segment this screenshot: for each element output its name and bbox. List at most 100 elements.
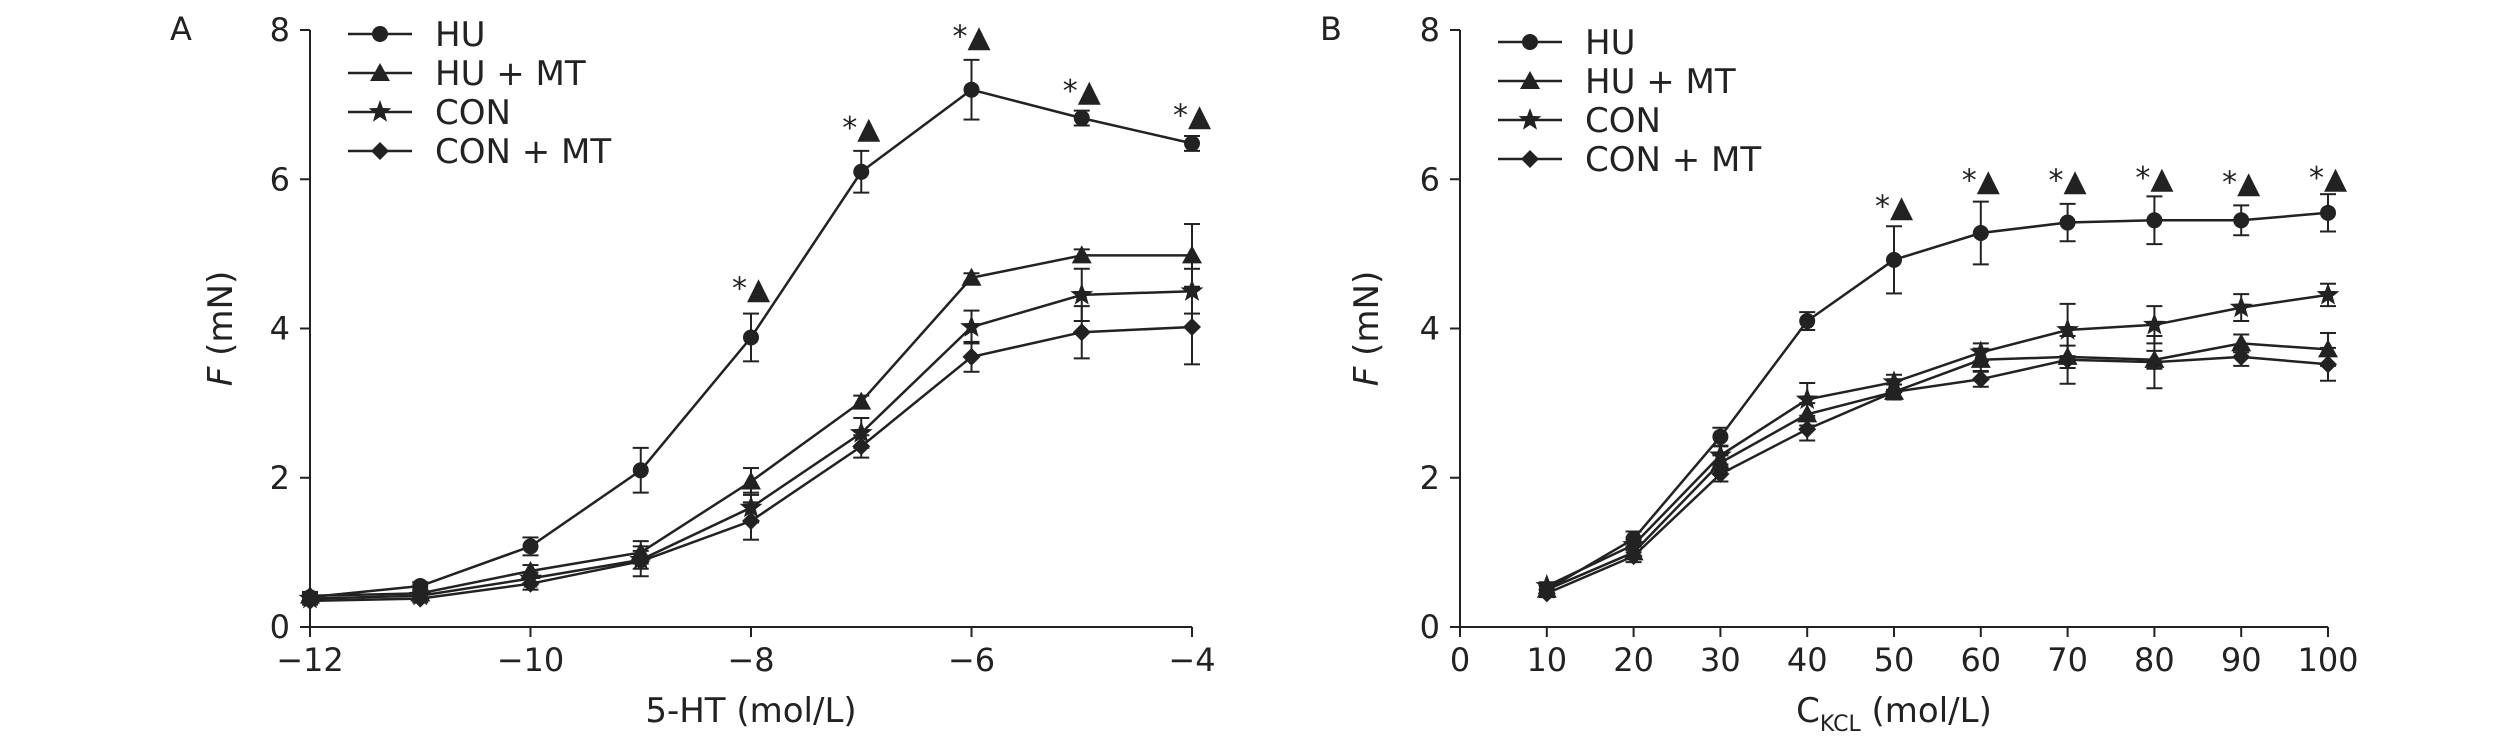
x-tick-label: 50 [1874,641,1915,679]
series-hu [1538,193,2336,598]
data-point [741,471,761,490]
data-point [1884,381,1904,400]
y-axis-title-symbol: F [201,366,241,386]
legend-label: CON + MT [1585,140,1761,180]
data-point [630,542,651,561]
data-point [2233,212,2250,229]
data-point [302,589,318,606]
y-axis-title-unit: (mN) [201,271,241,367]
data-point [849,420,873,443]
x-tick-label: −10 [497,641,565,679]
data-point [2229,295,2253,318]
significance-mark: *▲ [2222,166,2260,201]
significance-mark: *▲ [732,272,770,307]
x-tick-label: −4 [1168,641,1215,679]
legend-item-con: CON [348,93,511,133]
y-tick-label: 0 [1420,608,1440,646]
legend-item-hu-mt: HU + MT [348,54,586,94]
data-point [412,577,429,594]
x-tick-label: −6 [948,641,995,679]
data-point [1184,135,1200,152]
data-point [1970,349,1991,368]
legend-item-con-mt: CON + MT [348,132,611,172]
data-point [2057,346,2078,365]
x-axis-title: 5-HT (mol/L) [645,691,856,731]
x-tick-label: 40 [1787,641,1828,679]
x-axis-title-unit: (mol/L) [1861,691,1992,731]
legend-label: HU [1585,23,1635,63]
legend-item-con: CON [1498,101,1661,141]
x-axis-title-main: C [1796,691,1820,731]
data-point [2144,349,2165,368]
legend-item-con-mt: CON + MT [1498,140,1761,180]
data-point [2231,333,2252,352]
panel-label: B [1320,10,1342,48]
data-point [1071,245,1092,264]
y-tick-label: 8 [1420,11,1440,49]
data-point [1886,251,1902,268]
data-point [853,163,870,180]
legend-label: HU + MT [1585,62,1736,102]
y-tick-label: 4 [1420,310,1440,348]
significance-mark: *▲ [2049,163,2087,198]
legend-swatch-marker [1522,34,1538,50]
data-point [1625,530,1642,547]
significance-mark: *▲ [1875,190,1913,225]
panel-a: A 0 2 4 6 8 −12 −10 −8 −6 −4 F (mN) 5-HT (mol/L) *▲ *▲… [170,10,1216,731]
data-point [2142,312,2166,335]
legend-label: HU [435,15,485,55]
x-axis-title-subscript: KCL [1820,712,1862,737]
panel-label: A [170,10,192,48]
data-point [1971,370,1990,389]
legend-swatch-marker [372,26,388,42]
x-tick-label: 30 [1700,641,1741,679]
y-tick-label: 6 [270,160,290,198]
data-point [2146,212,2163,229]
significance-mark: *▲ [2135,161,2173,196]
data-point [2320,204,2336,221]
x-tick-label: 100 [2297,641,2358,679]
data-point [520,561,541,580]
series-line-con-mt [1546,355,2329,595]
y-tick-label: 2 [1420,459,1440,497]
data-point [2318,339,2338,358]
y-tick-label: 6 [1420,160,1440,198]
data-point [1538,581,1555,598]
significance-mark: *▲ [1962,163,2000,198]
legend-swatch-marker [1518,108,1542,130]
data-point [1972,224,1989,241]
significance-mark: *▲ [2309,161,2347,196]
data-point [1072,323,1091,342]
legend-item-hu: HU [1498,23,1635,63]
series-hu-mt [1536,331,2338,598]
legend-item-hu: HU [348,15,485,55]
data-point [1183,318,1201,337]
data-point [962,347,981,366]
data-point [961,267,982,286]
data-point [1623,542,1644,561]
significance-mark: *▲ [1173,99,1211,134]
y-axis-title-unit: (mN) [1347,271,1387,367]
data-point [1070,282,1094,305]
series-con [1535,282,2340,596]
significance-mark: *▲ [1063,74,1101,109]
significance-mark: *▲ [952,19,990,54]
data-point [2056,317,2080,340]
data-point [963,81,980,98]
legend-label: CON + MT [435,132,611,172]
x-tick-label: −12 [276,641,344,679]
series-line-hu-mt [1546,342,2329,591]
x-tick-label: 10 [1526,641,1567,679]
data-point [1795,387,1819,410]
legend-swatch-marker [370,63,390,81]
data-point [739,495,763,518]
x-tick-label: 90 [2221,641,2262,679]
legend-swatch-marker [1521,150,1539,168]
y-tick-label: 2 [270,459,290,497]
series-line-con-mt [309,325,1193,603]
data-point [2316,282,2340,305]
